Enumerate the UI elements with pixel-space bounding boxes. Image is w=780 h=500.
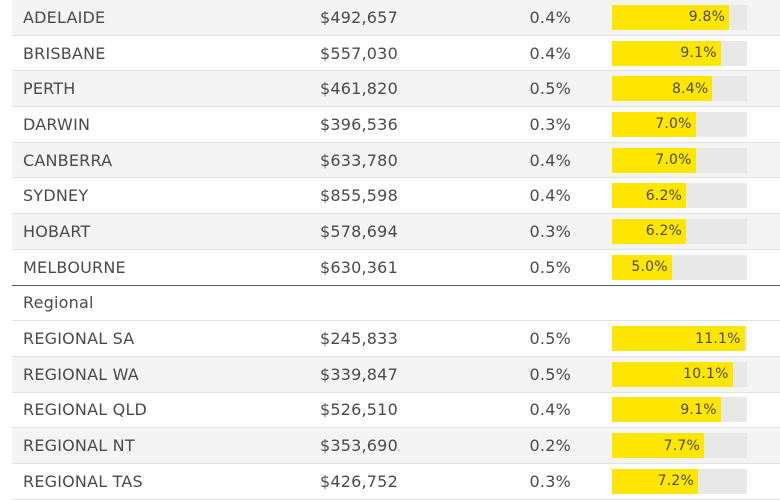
- growth-bar-track: 9.8%: [612, 4, 747, 30]
- monthly-change: 0.4%: [529, 7, 571, 27]
- region-name: REGIONAL NT: [23, 436, 135, 456]
- growth-bar-fill: 9.1%: [612, 397, 721, 423]
- table-row: MELBOURNE $630,361 0.5% 5.0%: [12, 250, 780, 286]
- region-name: ADELAIDE: [23, 7, 106, 27]
- median-price: $526,510: [320, 400, 398, 420]
- growth-bar-track: 6.2%: [612, 183, 747, 209]
- median-price: $426,752: [320, 471, 398, 491]
- growth-bar-fill: 9.1%: [612, 40, 721, 66]
- monthly-change: 0.3%: [529, 471, 571, 491]
- table-row: REGIONAL TAS $426,752 0.3% 7.2%: [12, 464, 780, 500]
- growth-bar-fill: 7.0%: [612, 111, 696, 137]
- monthly-change: 0.5%: [529, 79, 571, 99]
- monthly-change: 0.4%: [529, 43, 571, 63]
- growth-bar-fill: 7.2%: [612, 468, 699, 494]
- median-price: $245,833: [320, 329, 398, 349]
- table-row: REGIONAL WA $339,847 0.5% 10.1%: [12, 356, 780, 393]
- growth-bar-cell: 5.0%: [612, 250, 747, 285]
- table-row: PERTH $461,820 0.5% 8.4%: [12, 71, 780, 108]
- growth-bar-cell: 7.7%: [612, 428, 747, 463]
- growth-bar-track: 5.0%: [612, 254, 747, 280]
- growth-bar-track: 7.0%: [612, 111, 747, 137]
- growth-bar-fill: 8.4%: [612, 76, 713, 102]
- table-row: REGIONAL QLD $526,510 0.4% 9.1%: [12, 393, 780, 429]
- median-price: $461,820: [320, 79, 398, 99]
- median-price: $353,690: [320, 436, 398, 456]
- section-header-regional: Regional: [12, 286, 780, 322]
- table-row: REGIONAL SA $245,833 0.5% 11.1%: [12, 321, 780, 357]
- growth-bar-cell: 9.1%: [612, 393, 747, 428]
- region-name: REGIONAL QLD: [23, 400, 148, 420]
- price-table: ADELAIDE $492,657 0.4% 9.8% BRISBANE $557,030…: [12, 0, 780, 500]
- median-price: $855,598: [320, 186, 398, 206]
- monthly-change: 0.2%: [529, 436, 571, 456]
- growth-bar-fill: 6.2%: [612, 218, 687, 244]
- monthly-change: 0.5%: [529, 257, 571, 277]
- monthly-change: 0.3%: [529, 221, 571, 241]
- region-name: DARWIN: [23, 114, 91, 134]
- capital-cities-group: ADELAIDE $492,657 0.4% 9.8% BRISBANE $557,030…: [12, 0, 780, 286]
- growth-bar-track: 8.4%: [612, 76, 747, 102]
- table-row: CANBERRA $633,780 0.4% 7.0%: [12, 142, 780, 179]
- region-name: SYDNEY: [23, 186, 89, 206]
- region-name: MELBOURNE: [23, 257, 126, 277]
- growth-bar-cell: 7.0%: [612, 107, 747, 142]
- growth-bar-cell: 6.2%: [612, 178, 747, 213]
- growth-bar-fill: 9.8%: [612, 4, 730, 30]
- growth-bar-track: 10.1%: [612, 361, 747, 387]
- growth-bar-cell: 10.1%: [612, 357, 747, 392]
- median-price: $492,657: [320, 7, 398, 27]
- growth-bar-cell: 7.2%: [612, 464, 747, 499]
- growth-bar-track: 11.1%: [612, 326, 747, 352]
- growth-bar-cell: 8.4%: [612, 71, 747, 106]
- growth-bar-cell: 7.0%: [612, 143, 747, 178]
- median-price: $557,030: [320, 43, 398, 63]
- growth-bar-fill: 5.0%: [612, 254, 672, 280]
- monthly-change: 0.4%: [529, 186, 571, 206]
- monthly-change: 0.5%: [529, 329, 571, 349]
- median-price: $339,847: [320, 364, 398, 384]
- region-name: REGIONAL SA: [23, 329, 135, 349]
- growth-bar-fill: 10.1%: [612, 361, 733, 387]
- median-price: $630,361: [320, 257, 398, 277]
- table-row: BRISBANE $557,030 0.4% 9.1%: [12, 36, 780, 72]
- growth-bar-fill: 7.0%: [612, 147, 696, 173]
- monthly-change: 0.3%: [529, 114, 571, 134]
- growth-bar-fill: 7.7%: [612, 433, 704, 459]
- region-name: BRISBANE: [23, 43, 106, 63]
- growth-bar-cell: 11.1%: [612, 321, 747, 356]
- monthly-change: 0.5%: [529, 364, 571, 384]
- growth-bar-cell: 6.2%: [612, 214, 747, 249]
- median-price: $633,780: [320, 150, 398, 170]
- growth-bar-track: 7.2%: [612, 468, 747, 494]
- growth-bar-cell: 9.1%: [612, 36, 747, 71]
- growth-bar-track: 9.1%: [612, 40, 747, 66]
- table-row: DARWIN $396,536 0.3% 7.0%: [12, 107, 780, 143]
- table-row: ADELAIDE $492,657 0.4% 9.8%: [12, 0, 780, 36]
- median-price: $578,694: [320, 221, 398, 241]
- section-label: Regional: [23, 293, 94, 313]
- monthly-change: 0.4%: [529, 400, 571, 420]
- median-price: $396,536: [320, 114, 398, 134]
- regional-group: REGIONAL SA $245,833 0.5% 11.1% REGIONAL WA $…: [12, 321, 780, 500]
- region-name: CANBERRA: [23, 150, 113, 170]
- region-name: PERTH: [23, 79, 76, 99]
- table-row: HOBART $578,694 0.3% 6.2%: [12, 214, 780, 250]
- table-row: REGIONAL NT $353,690 0.2% 7.7%: [12, 428, 780, 464]
- growth-bar-track: 7.7%: [612, 433, 747, 459]
- region-name: REGIONAL WA: [23, 364, 139, 384]
- growth-bar-track: 7.0%: [612, 147, 747, 173]
- growth-bar-track: 6.2%: [612, 218, 747, 244]
- growth-bar-fill: 11.1%: [612, 326, 745, 352]
- region-name: HOBART: [23, 221, 91, 241]
- region-name: REGIONAL TAS: [23, 471, 143, 491]
- growth-bar-cell: 9.8%: [612, 0, 747, 35]
- monthly-change: 0.4%: [529, 150, 571, 170]
- growth-bar-fill: 6.2%: [612, 183, 687, 209]
- table-row: SYDNEY $855,598 0.4% 6.2%: [12, 178, 780, 215]
- growth-bar-track: 9.1%: [612, 397, 747, 423]
